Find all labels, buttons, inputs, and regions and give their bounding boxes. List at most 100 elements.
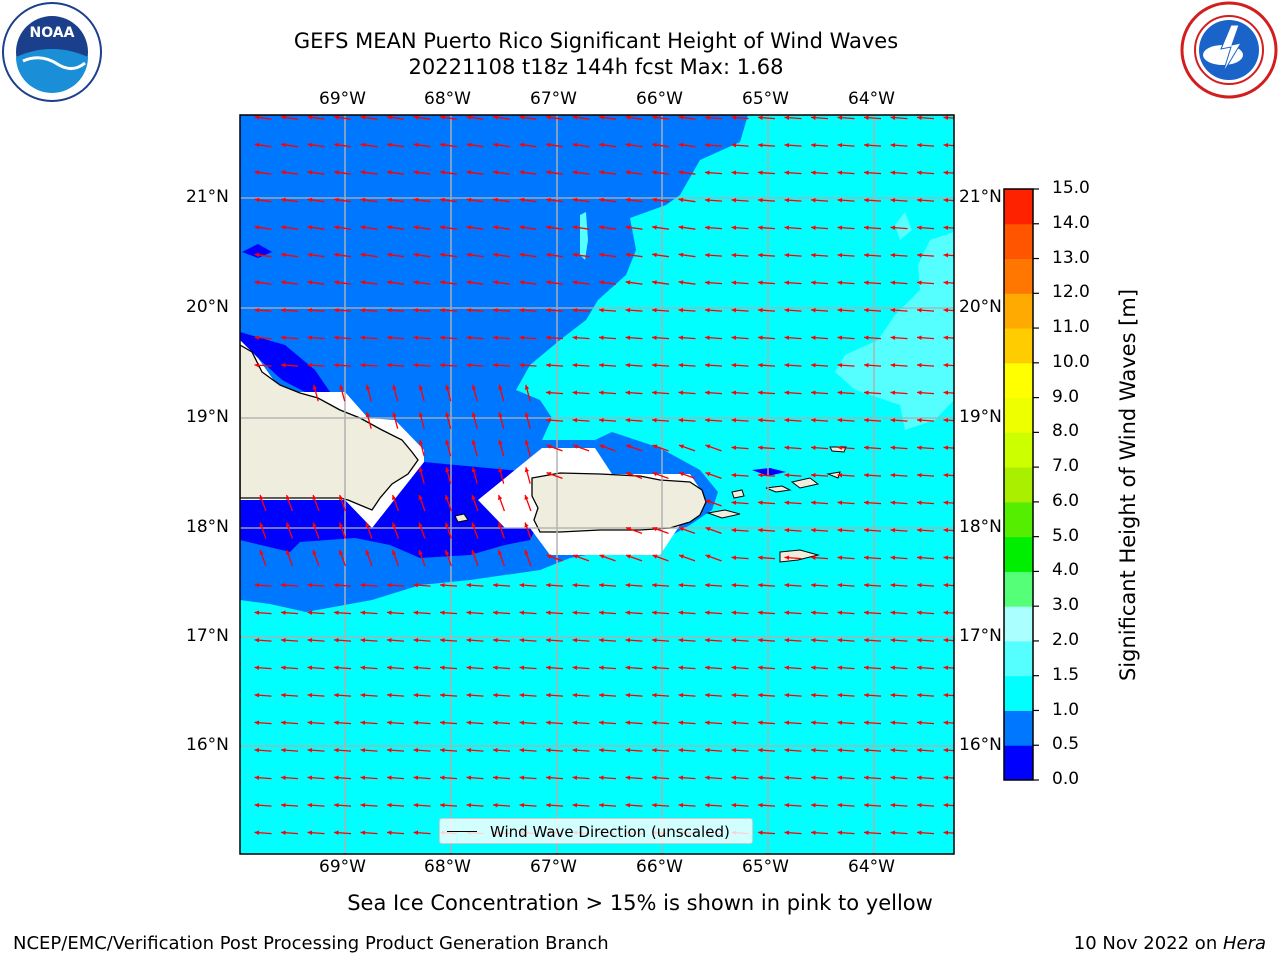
wave-direction-arrowhead	[678, 115, 684, 120]
wave-direction-arrowhead	[943, 500, 949, 505]
wave-direction-arrowhead	[731, 363, 737, 368]
wave-direction-arrowhead	[784, 803, 790, 808]
lat-label-left-18n: 18°N	[186, 517, 229, 537]
wave-direction-arrowhead	[943, 363, 949, 368]
wave-direction-arrowhead	[917, 693, 922, 698]
wave-direction-arrowhead	[837, 280, 843, 285]
wave-direction-arrowhead	[546, 554, 552, 559]
noaa-logo: NOAA	[1, 1, 103, 103]
wave-direction-arrowhead	[519, 225, 525, 230]
wave-direction-arrowhead	[413, 830, 419, 835]
wave-direction-arrowhead	[784, 225, 790, 230]
wave-direction-arrowhead	[307, 693, 313, 698]
wave-direction-arrowhead	[890, 308, 896, 313]
colorbar-segment	[1004, 258, 1033, 294]
wave-direction-arrowhead	[599, 335, 604, 340]
wave-direction-arrowhead	[572, 610, 578, 615]
colorbar-tick-label: 12.0	[1052, 282, 1090, 303]
wave-direction-arrowhead	[524, 467, 530, 473]
wave-direction-arrowhead	[890, 143, 896, 148]
lat-label-left-17n: 17°N	[186, 626, 229, 646]
wave-direction-arrowhead	[493, 720, 498, 725]
wave-direction-arrowhead	[572, 803, 578, 808]
wave-direction-arrowhead	[652, 444, 658, 449]
wave-direction-arrowhead	[837, 253, 843, 258]
wave-direction-arrowhead	[254, 610, 260, 615]
wave-direction-arrowhead	[917, 500, 922, 505]
wave-direction-arrowhead	[413, 638, 419, 643]
wave-direction-arrowhead	[678, 280, 684, 285]
colorbar-segment	[1004, 328, 1033, 364]
wave-direction-arrowhead	[811, 363, 816, 368]
wave-direction-arrowhead	[360, 720, 366, 725]
wave-direction-arrowhead	[784, 253, 790, 258]
wave-direction-arrowhead	[546, 748, 551, 753]
wave-direction-arrowhead	[254, 170, 260, 175]
wave-direction-arrowhead	[731, 418, 737, 423]
wave-direction-arrowhead	[546, 115, 551, 120]
wave-direction-arrowhead	[281, 830, 286, 835]
wave-direction-arrowhead	[943, 775, 949, 780]
wave-direction-arrowhead	[281, 115, 286, 120]
wave-direction-arrowhead	[387, 720, 392, 725]
wave-direction-arrowhead	[890, 280, 896, 285]
wave-direction-arrowhead	[652, 252, 657, 258]
wave-direction-arrowhead	[731, 803, 737, 808]
wave-direction-arrowhead	[334, 638, 339, 643]
wave-direction-arrowhead	[943, 253, 949, 258]
wave-direction-arrowhead	[360, 748, 366, 753]
colorbar-tick-label: 2.0	[1052, 629, 1080, 650]
wave-direction-arrowhead	[625, 308, 631, 313]
wave-direction-arrowhead	[387, 748, 392, 753]
wave-direction-arrowhead	[678, 390, 684, 395]
wave-direction-arrowhead	[519, 638, 525, 643]
wave-direction-arrowhead	[440, 142, 445, 148]
lat-label-right-19n: 19°N	[959, 407, 1002, 427]
legend-line-sample	[447, 831, 477, 832]
wave-direction-arrowhead	[943, 665, 949, 670]
wave-direction-arrowhead	[917, 418, 922, 423]
wave-direction-arrowhead	[705, 444, 711, 449]
wave-direction-arrowhead	[890, 198, 896, 203]
wave-direction-arrowhead	[418, 467, 424, 473]
wave-direction-arrowhead	[519, 115, 525, 120]
colorbar-tick-label: 14.0	[1052, 212, 1090, 233]
wave-direction-arrowhead	[599, 665, 604, 670]
wave-direction-arrowhead	[837, 638, 843, 643]
wave-direction-arrowhead	[572, 170, 578, 175]
wave-direction-arrowhead	[387, 830, 392, 835]
wave-direction-arrowhead	[360, 225, 366, 230]
wave-direction-arrowhead	[572, 363, 578, 368]
lat-label-left-20n: 20°N	[186, 297, 229, 317]
wave-direction-arrowhead	[625, 610, 631, 615]
wave-direction-arrowhead	[652, 142, 657, 148]
wave-direction-arrowhead	[705, 198, 710, 203]
wave-direction-arrowhead	[413, 775, 419, 780]
wave-direction-arrowhead	[837, 198, 843, 203]
lat-label-left-16n: 16°N	[186, 735, 229, 755]
wave-direction-arrowhead	[493, 115, 498, 120]
wave-direction-arrowhead	[498, 550, 503, 555]
wave-direction-arrowhead	[758, 528, 763, 533]
wave-direction-arrowhead	[625, 197, 631, 203]
wave-direction-arrowhead	[731, 583, 737, 588]
wave-direction-arrowhead	[811, 720, 816, 725]
wave-direction-arrowhead	[731, 280, 737, 285]
wave-direction-arrowhead	[652, 775, 657, 780]
wave-direction-arrowhead	[626, 444, 631, 449]
wave-direction-arrowhead	[254, 720, 260, 725]
wave-direction-arrowhead	[890, 830, 896, 835]
wave-direction-arrowhead	[281, 142, 286, 148]
wave-direction-arrowhead	[546, 252, 551, 258]
wave-direction-arrowhead	[307, 830, 313, 835]
wave-direction-arrowhead	[466, 693, 472, 698]
wave-direction-arrowhead	[625, 720, 631, 725]
wave-direction-arrowhead	[652, 472, 658, 477]
wave-direction-arrowhead	[413, 803, 419, 808]
wave-direction-arrowhead	[466, 775, 472, 780]
wave-direction-arrowhead	[917, 198, 922, 203]
wave-direction-arrowhead	[917, 528, 922, 533]
wave-direction-arrowhead	[466, 665, 472, 670]
wave-direction-arrowhead	[387, 170, 392, 175]
wave-direction-arrowhead	[387, 363, 392, 368]
